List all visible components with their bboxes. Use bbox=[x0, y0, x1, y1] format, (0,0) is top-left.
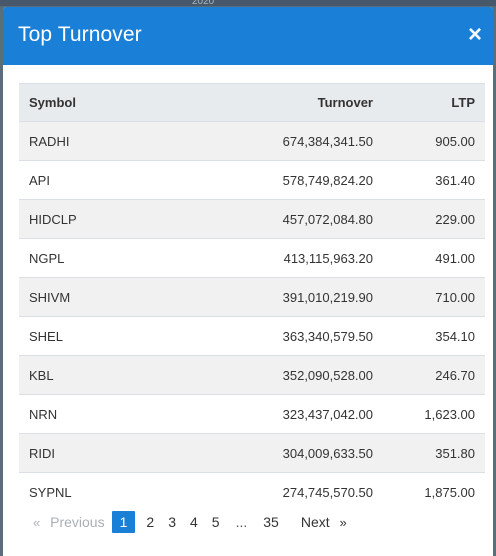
cell-ltp: 351.80 bbox=[383, 433, 485, 473]
table-header-row: Symbol Turnover LTP bbox=[19, 83, 485, 122]
table-row: SHEL 363,340,579.50 354.10 bbox=[19, 316, 485, 356]
page-link-5[interactable]: 5 bbox=[211, 514, 220, 530]
cell-symbol: API bbox=[19, 160, 189, 200]
backdrop-fragment: 2020 bbox=[192, 0, 215, 7]
table-row: NRN 323,437,042.00 1,623.00 bbox=[19, 394, 485, 434]
cell-ltp: 1,875.00 bbox=[383, 472, 485, 511]
cell-turnover: 578,749,824.20 bbox=[189, 160, 383, 200]
cell-ltp: 246.70 bbox=[383, 355, 485, 395]
cell-ltp: 361.40 bbox=[383, 160, 485, 200]
cell-turnover: 674,384,341.50 bbox=[189, 121, 383, 161]
column-header-turnover[interactable]: Turnover bbox=[189, 83, 383, 122]
next-page-link[interactable]: Next » bbox=[294, 511, 354, 533]
previous-label: Previous bbox=[50, 514, 105, 530]
table-header: Symbol Turnover LTP bbox=[19, 83, 485, 122]
top-turnover-modal: Top Turnover × Symbol Turnover LTP RADHI… bbox=[3, 7, 493, 556]
next-label: Next bbox=[300, 514, 330, 530]
table-row: SHIVM 391,010,219.90 710.00 bbox=[19, 277, 485, 317]
cell-ltp: 710.00 bbox=[383, 277, 485, 317]
page-link-35[interactable]: 35 bbox=[263, 514, 279, 530]
pagination: « Previous 1 2 3 4 5 ... 35 Next » bbox=[26, 511, 354, 533]
cell-turnover: 274,745,570.50 bbox=[189, 472, 383, 511]
column-header-ltp[interactable]: LTP bbox=[383, 83, 485, 122]
column-header-symbol[interactable]: Symbol bbox=[19, 83, 189, 122]
cell-symbol: HIDCLP bbox=[19, 199, 189, 239]
cell-turnover: 363,340,579.50 bbox=[189, 316, 383, 356]
pagination-ellipsis: ... bbox=[235, 514, 248, 530]
cell-symbol: SYPNL bbox=[19, 472, 189, 511]
table-row: SYPNL 274,745,570.50 1,875.00 bbox=[19, 472, 485, 511]
cell-symbol: RADHI bbox=[19, 121, 189, 161]
cell-symbol: RIDI bbox=[19, 433, 189, 473]
page-link-4[interactable]: 4 bbox=[189, 514, 198, 530]
cell-turnover: 413,115,963.20 bbox=[189, 238, 383, 278]
cell-turnover: 457,072,084.80 bbox=[189, 199, 383, 239]
cell-symbol: KBL bbox=[19, 355, 189, 395]
previous-page-link[interactable]: « Previous bbox=[26, 511, 112, 533]
cell-turnover: 352,090,528.00 bbox=[189, 355, 383, 395]
table-row: RIDI 304,009,633.50 351.80 bbox=[19, 433, 485, 473]
cell-symbol: NGPL bbox=[19, 238, 189, 278]
modal-header: Top Turnover × bbox=[3, 7, 493, 65]
page-link-1[interactable]: 1 bbox=[111, 511, 136, 533]
cell-turnover: 304,009,633.50 bbox=[189, 433, 383, 473]
close-icon[interactable]: × bbox=[467, 21, 482, 48]
table-row: HIDCLP 457,072,084.80 229.00 bbox=[19, 199, 485, 239]
cell-ltp: 229.00 bbox=[383, 199, 485, 239]
turnover-table-container: Symbol Turnover LTP RADHI 674,384,341.50… bbox=[19, 83, 485, 511]
cell-ltp: 491.00 bbox=[383, 238, 485, 278]
cell-symbol: SHEL bbox=[19, 316, 189, 356]
double-chevron-right-icon: » bbox=[339, 515, 347, 530]
page-link-3[interactable]: 3 bbox=[168, 514, 176, 530]
table-row: API 578,749,824.20 361.40 bbox=[19, 160, 485, 200]
cell-ltp: 1,623.00 bbox=[383, 394, 485, 434]
table-row: KBL 352,090,528.00 246.70 bbox=[19, 355, 485, 395]
cell-ltp: 354.10 bbox=[383, 316, 485, 356]
page-link-2[interactable]: 2 bbox=[146, 514, 155, 530]
table-row: NGPL 413,115,963.20 491.00 bbox=[19, 238, 485, 278]
table-row: RADHI 674,384,341.50 905.00 bbox=[19, 121, 485, 161]
cell-symbol: NRN bbox=[19, 394, 189, 434]
turnover-table: Symbol Turnover LTP RADHI 674,384,341.50… bbox=[19, 83, 485, 511]
cell-turnover: 391,010,219.90 bbox=[189, 277, 383, 317]
cell-symbol: SHIVM bbox=[19, 277, 189, 317]
cell-turnover: 323,437,042.00 bbox=[189, 394, 383, 434]
table-body: RADHI 674,384,341.50 905.00 API 578,749,… bbox=[19, 121, 485, 511]
backdrop-strip bbox=[0, 0, 496, 6]
cell-ltp: 905.00 bbox=[383, 121, 485, 161]
double-chevron-left-icon: « bbox=[33, 515, 41, 530]
modal-title: Top Turnover bbox=[18, 23, 142, 46]
